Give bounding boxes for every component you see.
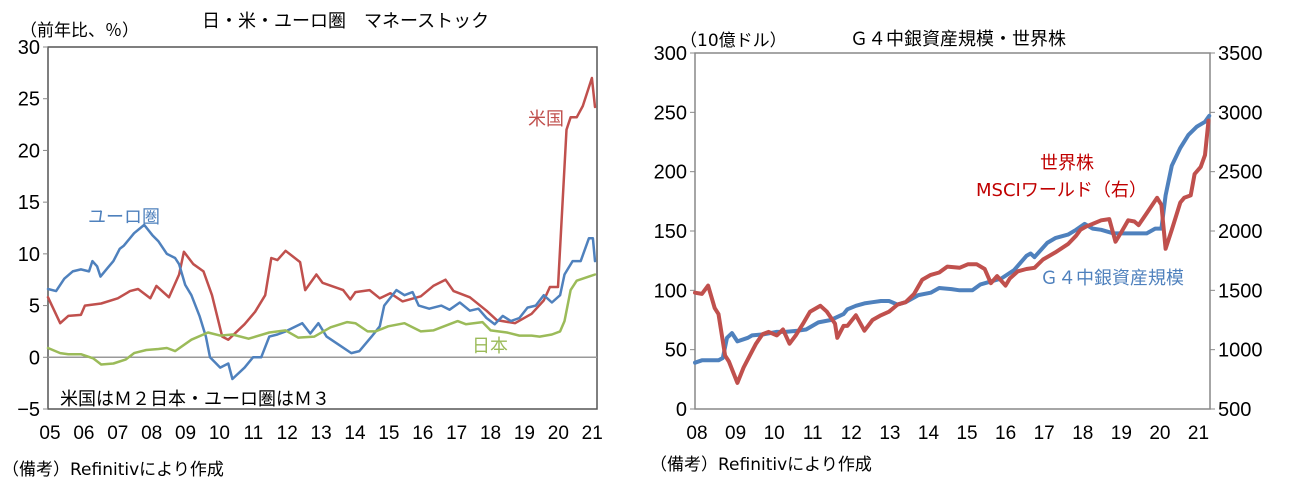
right-chart-ytick-label: 100 (654, 280, 687, 302)
label-msci-world: MSCIワールド（右） (976, 180, 1147, 201)
right-chart-xtick-label: 17 (1034, 423, 1055, 444)
left-chart-xtick-label: 19 (514, 423, 535, 444)
left-chart-ytick-label: 5 (29, 296, 40, 318)
right-chart-xtick-label: 21 (1188, 423, 1209, 444)
left-chart-xtick-label: 09 (175, 423, 196, 444)
label-us: 米国 (528, 109, 564, 130)
right-chart-ytick-label: 0 (676, 399, 687, 421)
left-chart-plot-frame (47, 46, 598, 410)
left-chart-xtick-label: 07 (107, 423, 128, 444)
left-chart-ytick-label: 10 (18, 244, 40, 266)
label-world-stock: 世界株 (1040, 153, 1094, 174)
right-chart-xtick-label: 20 (1149, 423, 1170, 444)
left-chart-xtick-label: 08 (141, 423, 162, 444)
left-chart-xtick-label: 14 (344, 423, 366, 444)
right-chart-xtick-label: 16 (995, 423, 1016, 444)
right-chart-ytick-right-label: 1000 (1218, 340, 1263, 362)
left-chart-xtick-label: 11 (243, 423, 263, 444)
right-chart-ytick-label: 250 (654, 102, 687, 124)
right-chart-xtick-label: 12 (841, 423, 862, 444)
right-chart-xtick-label: 18 (1072, 423, 1093, 444)
left-chart-series-line-2 (46, 273, 597, 366)
right-chart-ytick-right-label: 3000 (1218, 102, 1263, 124)
right-chart-xtick-label: 08 (686, 423, 707, 444)
right-chart-ytick-right-label: 500 (1218, 399, 1251, 421)
left-chart-series-line-0 (46, 76, 597, 341)
right-chart-ytick-label: 150 (654, 221, 687, 243)
left-chart-ytick-label: 20 (18, 140, 40, 162)
right-chart-series-line-0 (693, 113, 1212, 365)
left-chart-note: 米国はＭ２日本・ユーロ圏はＭ３ (60, 389, 330, 410)
left-source: （備考）Refinitivにより作成 (2, 460, 224, 480)
left-chart-xtick-label: 16 (412, 423, 433, 444)
right-chart-ytick-label: 200 (654, 162, 687, 184)
left-y-unit: （前年比、％） (20, 21, 139, 41)
left-chart-xtick-label: 05 (39, 423, 60, 444)
left-chart-xtick-label: 21 (582, 423, 603, 444)
right-source: （備考）Refinitivにより作成 (650, 455, 872, 475)
right-chart-xtick-label: 19 (1111, 423, 1132, 444)
left-chart-ytick-label: 0 (29, 347, 40, 369)
right-chart-xtick-label: 10 (764, 423, 785, 444)
right-chart-ytick-label: 50 (665, 340, 687, 362)
left-chart-xtick-label: 10 (209, 423, 230, 444)
label-g4-cb-assets: Ｇ４中銀資産規模 (1040, 268, 1184, 289)
label-eurozone: ユーロ圏 (88, 207, 160, 228)
right-chart-ytick-right-label: 1500 (1218, 280, 1263, 302)
right-chart-ytick-right-label: 3500 (1218, 43, 1263, 65)
right-chart-ytick-right-label: 2000 (1218, 221, 1263, 243)
right-chart-xtick-label: 11 (803, 423, 823, 444)
right-chart-series-line-1 (693, 118, 1211, 385)
left-chart-ytick-label: 25 (18, 89, 40, 111)
left-chart-series-line-1 (46, 223, 597, 381)
left-chart-xtick-label: 15 (378, 423, 399, 444)
right-y-unit: （10億ドル） (680, 31, 787, 51)
label-japan: 日本 (472, 336, 508, 357)
right-chart-plot-frame (694, 52, 1211, 410)
right-chart-xtick-label: 09 (725, 423, 746, 444)
left-chart-xtick-label: 18 (480, 423, 501, 444)
right-chart-xtick-label: 13 (879, 423, 900, 444)
left-chart-xtick-label: 06 (73, 423, 94, 444)
right-chart-ytick-label: 300 (654, 43, 687, 65)
right-chart-xtick-label: 15 (956, 423, 977, 444)
left-chart-ytick-label: −5 (17, 399, 40, 421)
left-chart-xtick-label: 12 (277, 423, 298, 444)
right-chart-xtick-label: 14 (918, 423, 940, 444)
left-chart-xtick-label: 17 (446, 423, 467, 444)
right-chart-ytick-right-label: 2500 (1218, 162, 1263, 184)
left-chart-ytick-label: 30 (18, 37, 40, 59)
left-chart-ytick-label: 15 (18, 192, 40, 214)
right-chart-title: Ｇ４中銀資産規模・世界株 (850, 29, 1066, 50)
left-chart-xtick-label: 20 (548, 423, 569, 444)
left-chart-title: 日・米・ユーロ圏 マネーストック (202, 11, 490, 32)
left-chart-xtick-label: 13 (311, 423, 332, 444)
